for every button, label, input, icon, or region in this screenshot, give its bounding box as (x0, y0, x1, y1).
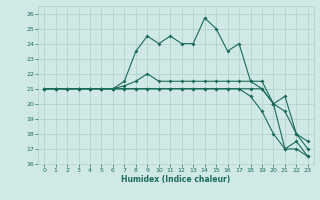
X-axis label: Humidex (Indice chaleur): Humidex (Indice chaleur) (121, 175, 231, 184)
